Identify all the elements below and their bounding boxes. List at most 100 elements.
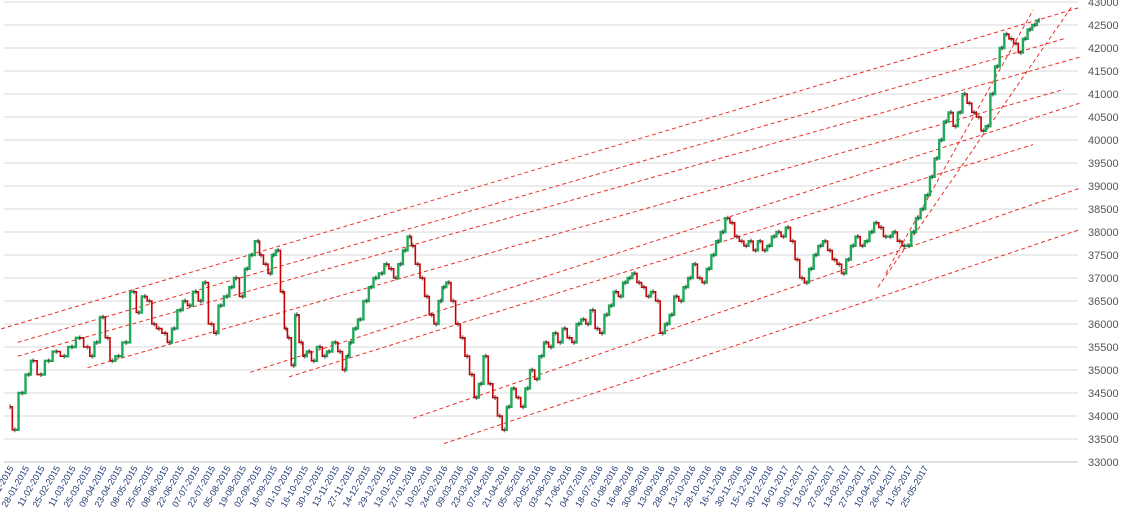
price-segment	[1002, 33, 1007, 50]
price-point	[412, 243, 414, 249]
price-segment	[417, 263, 423, 279]
price-segment	[774, 230, 779, 238]
price-point	[13, 427, 16, 433]
price-point	[452, 298, 455, 304]
price-point	[96, 339, 98, 345]
price-point	[945, 119, 947, 125]
price-point	[596, 326, 599, 332]
price-point	[657, 298, 659, 304]
price-segment	[436, 299, 441, 326]
price-segment	[405, 235, 410, 252]
price-point	[694, 261, 696, 267]
price-point	[726, 215, 729, 221]
price-segment	[22, 373, 29, 395]
y-tick-label: 41000	[1088, 89, 1119, 101]
price-segment	[413, 245, 418, 266]
price-point	[457, 321, 459, 327]
price-series	[9, 17, 1040, 433]
price-segment	[375, 272, 382, 280]
price-point	[768, 243, 771, 249]
price-point	[610, 303, 613, 309]
price-segment	[857, 235, 863, 247]
price-segment	[606, 304, 612, 316]
price-segment	[33, 359, 41, 376]
price-segment	[453, 300, 458, 325]
price-segment	[639, 281, 644, 289]
price-segment	[320, 346, 325, 358]
price-point	[323, 353, 326, 359]
price-point	[91, 353, 93, 359]
price-point	[605, 312, 608, 318]
price-segment	[360, 299, 367, 321]
price-segment	[289, 336, 294, 367]
price-segment	[764, 244, 770, 252]
price-segment	[200, 281, 206, 303]
price-segment	[955, 111, 961, 128]
price-point	[241, 293, 244, 299]
price-point	[698, 275, 701, 281]
price-point	[381, 270, 383, 276]
price-segment	[227, 286, 232, 298]
price-segment	[490, 382, 496, 399]
price-segment	[699, 277, 705, 284]
price-segment	[270, 253, 274, 275]
price-point	[111, 358, 114, 364]
price-segment	[564, 327, 570, 339]
price-segment	[1034, 19, 1040, 27]
price-segment	[816, 244, 821, 257]
price-point	[137, 310, 140, 315]
price-segment	[946, 111, 951, 123]
price-point	[959, 109, 961, 115]
price-point	[347, 353, 349, 359]
price-segment	[550, 332, 556, 349]
price-point	[522, 404, 524, 410]
price-segment	[936, 138, 942, 160]
price-point	[63, 353, 66, 359]
x-axis: 14-01-201528-01-201511-02-201525-02-2015…	[0, 464, 930, 509]
price-point	[1029, 27, 1031, 33]
price-segment	[811, 253, 816, 270]
price-point	[531, 367, 534, 373]
price-segment	[667, 313, 672, 326]
price-point	[334, 339, 337, 345]
price-point	[908, 243, 910, 249]
price-segment	[79, 336, 88, 348]
price-segment	[820, 239, 826, 248]
price-point	[1038, 17, 1040, 23]
price-segment	[685, 276, 691, 289]
price-point	[125, 339, 128, 345]
price-point	[230, 284, 233, 290]
price-point	[1001, 45, 1003, 51]
price-point	[55, 349, 58, 355]
price-segment	[755, 239, 761, 252]
price-point	[189, 303, 191, 309]
price-segment	[932, 157, 937, 179]
price-point	[954, 123, 957, 129]
price-point	[638, 280, 641, 286]
price-segment	[278, 249, 283, 293]
price-point	[430, 312, 433, 318]
price-point	[71, 344, 73, 350]
y-tick-label: 33500	[1088, 434, 1119, 446]
price-point	[977, 114, 980, 120]
price-segment	[634, 272, 640, 284]
price-segment	[400, 249, 406, 266]
price-segment	[718, 230, 723, 243]
price-segment	[366, 286, 372, 303]
y-tick-label: 39500	[1088, 158, 1119, 170]
price-point	[117, 353, 120, 359]
price-point	[815, 252, 817, 258]
price-point	[922, 206, 924, 212]
y-tick-label: 43000	[1088, 0, 1119, 9]
price-point	[847, 257, 850, 263]
price-segment	[444, 281, 449, 289]
price-segment	[988, 92, 993, 128]
price-point	[629, 275, 631, 281]
price-point	[475, 395, 478, 401]
price-point	[745, 243, 748, 249]
price-segment	[431, 313, 437, 325]
price-segment	[969, 102, 975, 114]
price-segment	[391, 267, 396, 279]
